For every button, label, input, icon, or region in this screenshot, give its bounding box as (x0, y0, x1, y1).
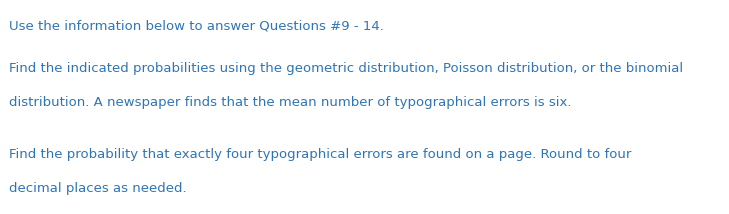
Text: Find the indicated probabilities using the geometric distribution, Poisson distr: Find the indicated probabilities using t… (9, 62, 684, 75)
Text: distribution. A newspaper finds that the mean number of typographical errors is : distribution. A newspaper finds that the… (9, 96, 572, 109)
Text: Find the probability that exactly four typographical errors are found on a page.: Find the probability that exactly four t… (9, 148, 632, 160)
Text: decimal places as needed.: decimal places as needed. (9, 182, 187, 195)
Text: Use the information below to answer Questions #9 - 14.: Use the information below to answer Ques… (9, 19, 384, 32)
